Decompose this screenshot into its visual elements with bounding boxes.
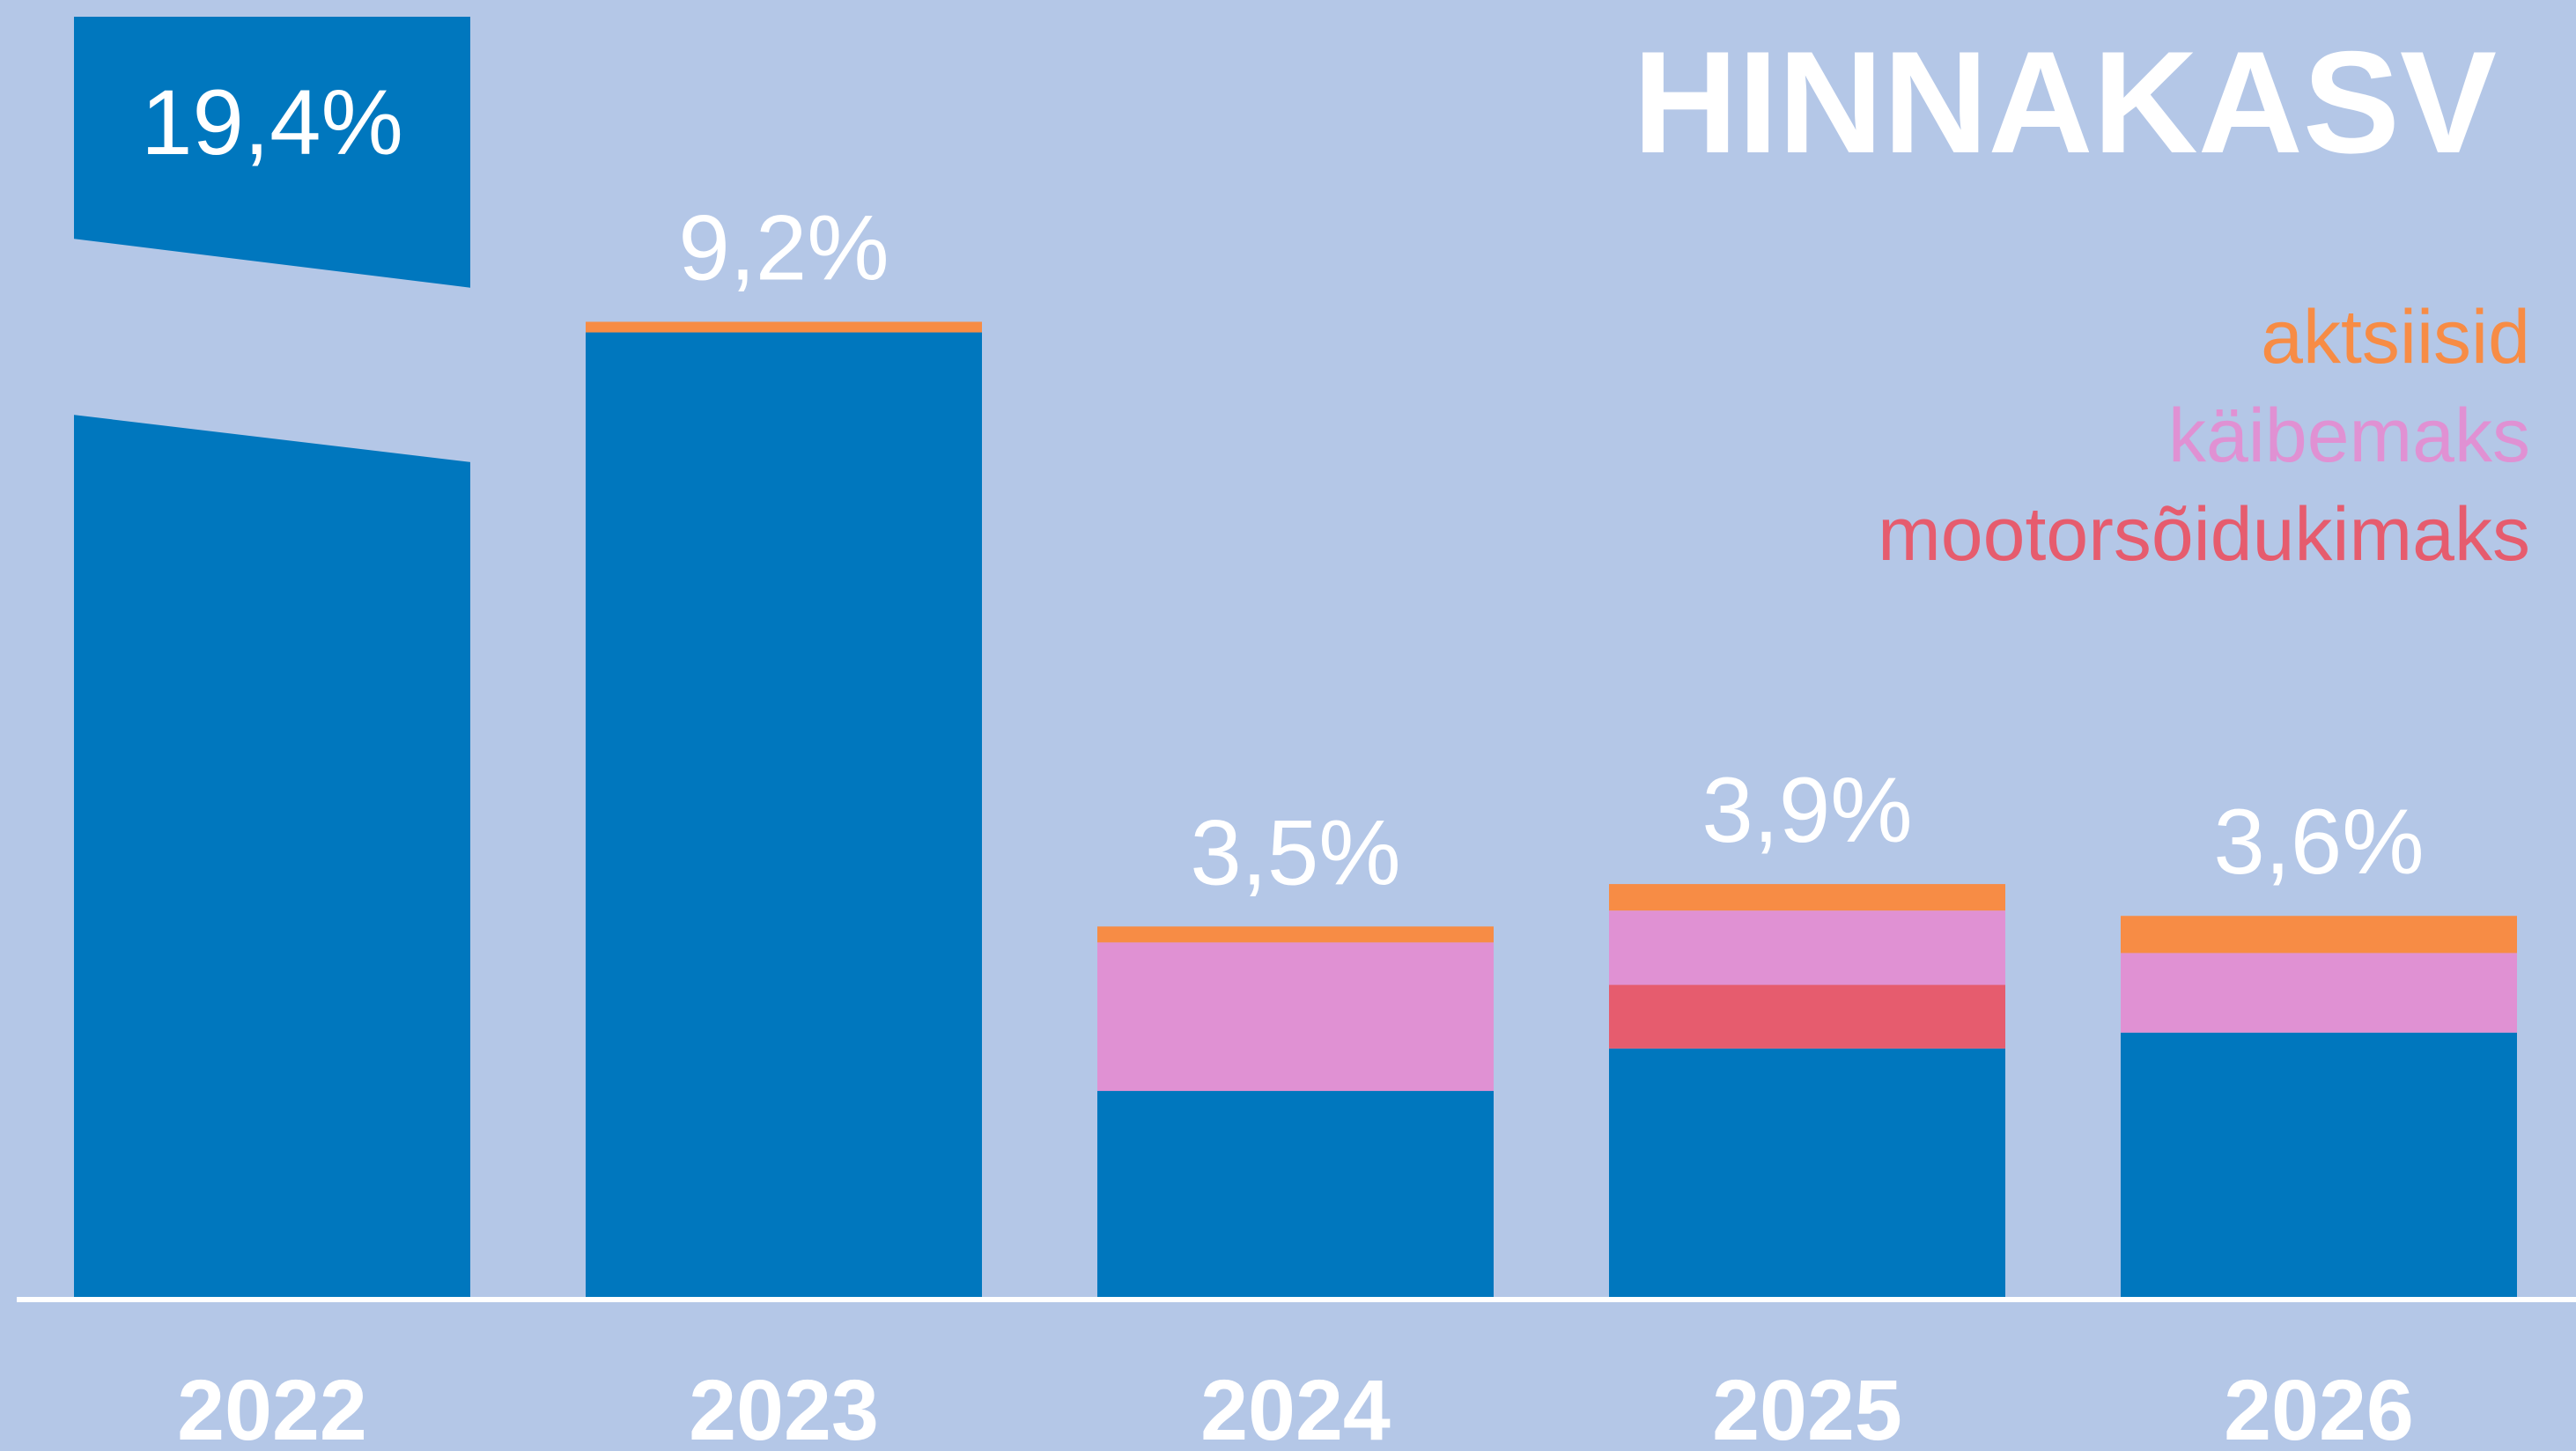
bar-segment [1097, 942, 1494, 1092]
chart-title: HINNAKASV [1633, 21, 2497, 183]
legend-entry: aktsiisid [2261, 295, 2530, 379]
legend-entry: käibemaks [2168, 394, 2530, 478]
total-label: 9,2% [678, 196, 889, 299]
bar-segment [586, 332, 982, 1298]
total-label: 19,4% [141, 71, 403, 174]
bar-segment [2121, 916, 2517, 954]
bar-segment [1609, 910, 2005, 985]
bar-segment [586, 321, 982, 333]
total-label: 3,9% [1701, 759, 1912, 862]
bar-segment [1609, 984, 2005, 1049]
legend-entry: mootorsõidukimaks [1878, 492, 2530, 577]
x-tick-label: 2024 [1200, 1362, 1391, 1451]
bar-segment [74, 17, 470, 1299]
bar-segment [2121, 1032, 2517, 1298]
bar-segment [1097, 926, 1494, 943]
x-tick-label: 2025 [1712, 1362, 1902, 1451]
x-tick-label: 2026 [2224, 1362, 2414, 1451]
bars [74, 17, 2517, 1299]
bar-segment [1609, 1048, 2005, 1298]
total-label: 3,6% [2213, 791, 2424, 894]
total-label: 3,5% [1190, 801, 1400, 904]
x-tick-label: 2023 [689, 1362, 879, 1451]
bar-segment [1609, 884, 2005, 911]
x-tick-label: 2022 [177, 1362, 367, 1451]
bar-segment [2121, 953, 2517, 1033]
axis-break [65, 238, 479, 463]
bar-segment [1097, 1091, 1494, 1298]
